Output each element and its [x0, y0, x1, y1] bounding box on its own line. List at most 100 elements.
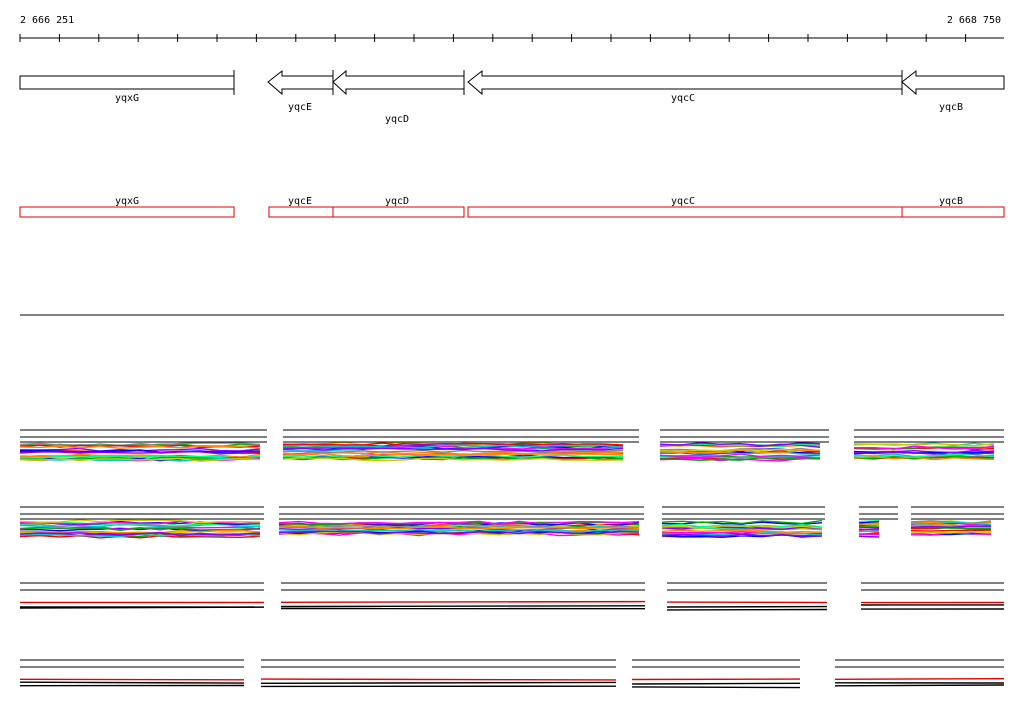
- segment-yqcD[interactable]: yqcD: [332, 196, 465, 218]
- track-line: [858, 530, 880, 533]
- gene-arrow[interactable]: [467, 69, 903, 96]
- track-block[interactable]: [853, 429, 1004, 461]
- track-line: [19, 445, 261, 449]
- track-block[interactable]: [19, 659, 245, 687]
- gene-arrow[interactable]: [901, 69, 1005, 96]
- track-block[interactable]: [19, 429, 267, 462]
- gene-label: yqxG: [115, 93, 139, 104]
- track-line: [910, 530, 992, 534]
- track-line: [858, 520, 880, 523]
- track-line: [19, 450, 261, 455]
- track-block[interactable]: [280, 582, 646, 610]
- track-line: [19, 447, 261, 452]
- track-block[interactable]: [661, 506, 825, 539]
- track-line: [858, 533, 880, 536]
- track-line: [834, 678, 1005, 680]
- gene-yqcE[interactable]: yqcE: [267, 69, 334, 113]
- track-line: [858, 520, 880, 524]
- track-block[interactable]: [834, 659, 1005, 687]
- track-block[interactable]: [282, 429, 639, 462]
- track-line: [661, 533, 823, 538]
- gene-label: yqcD: [385, 114, 409, 125]
- segment-box[interactable]: [268, 206, 334, 218]
- segment-yqcE[interactable]: yqcE: [268, 196, 334, 218]
- track-line: [19, 442, 261, 447]
- track-line: [19, 519, 261, 524]
- track-line: [19, 606, 265, 609]
- track-line: [854, 453, 995, 458]
- track-line: [853, 451, 995, 455]
- track-line: [19, 527, 260, 532]
- track-block[interactable]: [19, 506, 264, 539]
- expression-tracks: [19, 429, 1005, 689]
- track-line: [858, 535, 880, 538]
- track-line: [19, 534, 261, 539]
- gene-yqcC[interactable]: yqcC: [467, 69, 903, 104]
- track-block[interactable]: [860, 582, 1005, 610]
- gene-arrow[interactable]: [19, 75, 235, 90]
- gene-yqcB[interactable]: yqcB: [901, 69, 1005, 113]
- gene-label: yqcE: [288, 102, 312, 113]
- track-block[interactable]: [260, 659, 617, 688]
- segment-box[interactable]: [332, 206, 465, 218]
- track-line: [910, 525, 992, 528]
- track-line: [260, 681, 617, 684]
- track-block[interactable]: [659, 429, 829, 462]
- track-row: [19, 506, 1004, 539]
- segment-yqcB[interactable]: yqcB: [901, 196, 1005, 218]
- segment-yqcC[interactable]: yqcC: [467, 196, 903, 218]
- gene-yqcD[interactable]: yqcD: [332, 69, 465, 125]
- track-line: [278, 525, 640, 530]
- track-line: [910, 529, 992, 532]
- segment-label: yqxG: [115, 196, 139, 207]
- segment-box[interactable]: [901, 206, 1005, 218]
- gene-label: yqcC: [671, 93, 695, 104]
- segment-box[interactable]: [19, 206, 235, 218]
- track-row: [19, 659, 1005, 689]
- track-line: [631, 682, 801, 685]
- track-line: [283, 449, 624, 454]
- track-line: [854, 445, 995, 450]
- track-line: [858, 528, 880, 531]
- track-block[interactable]: [19, 582, 265, 609]
- track-line: [19, 529, 261, 534]
- track-line: [282, 456, 624, 462]
- track-line: [19, 531, 261, 536]
- gene-arrow[interactable]: [332, 69, 465, 96]
- track-line: [278, 521, 640, 526]
- gene-yqxG[interactable]: yqxG: [19, 70, 235, 104]
- segment-label: yqcD: [385, 196, 409, 207]
- track-block[interactable]: [278, 506, 644, 537]
- segment-label: yqcC: [671, 196, 695, 207]
- track-line: [260, 678, 617, 681]
- gene-arrow[interactable]: [267, 69, 334, 96]
- track-line: [910, 521, 992, 526]
- track-row: [19, 582, 1005, 611]
- track-line: [278, 530, 640, 535]
- segment-label: yqcB: [939, 196, 963, 207]
- track-line: [659, 442, 821, 447]
- track-line: [19, 457, 261, 462]
- track-block[interactable]: [631, 659, 801, 689]
- segment-track: yqxG yqcE yqcD yqcC yqcB: [19, 196, 1005, 218]
- track-line: [631, 686, 801, 689]
- ruler-ticks: [19, 34, 967, 42]
- track-line: [853, 446, 995, 451]
- track-line: [661, 519, 823, 525]
- track-line: [19, 449, 261, 454]
- track-line: [659, 447, 821, 452]
- track-line: [19, 455, 261, 460]
- track-line: [659, 449, 821, 454]
- track-line: [282, 447, 624, 452]
- track-line: [858, 522, 880, 526]
- track-block[interactable]: [910, 506, 1004, 536]
- segment-label: yqcE: [288, 196, 312, 207]
- segment-box[interactable]: [467, 206, 903, 218]
- track-line: [282, 452, 624, 458]
- track-line: [661, 529, 823, 534]
- segment-yqxG[interactable]: yqxG: [19, 196, 235, 218]
- track-block[interactable]: [858, 506, 898, 539]
- track-block[interactable]: [666, 582, 828, 611]
- track-line: [282, 454, 624, 459]
